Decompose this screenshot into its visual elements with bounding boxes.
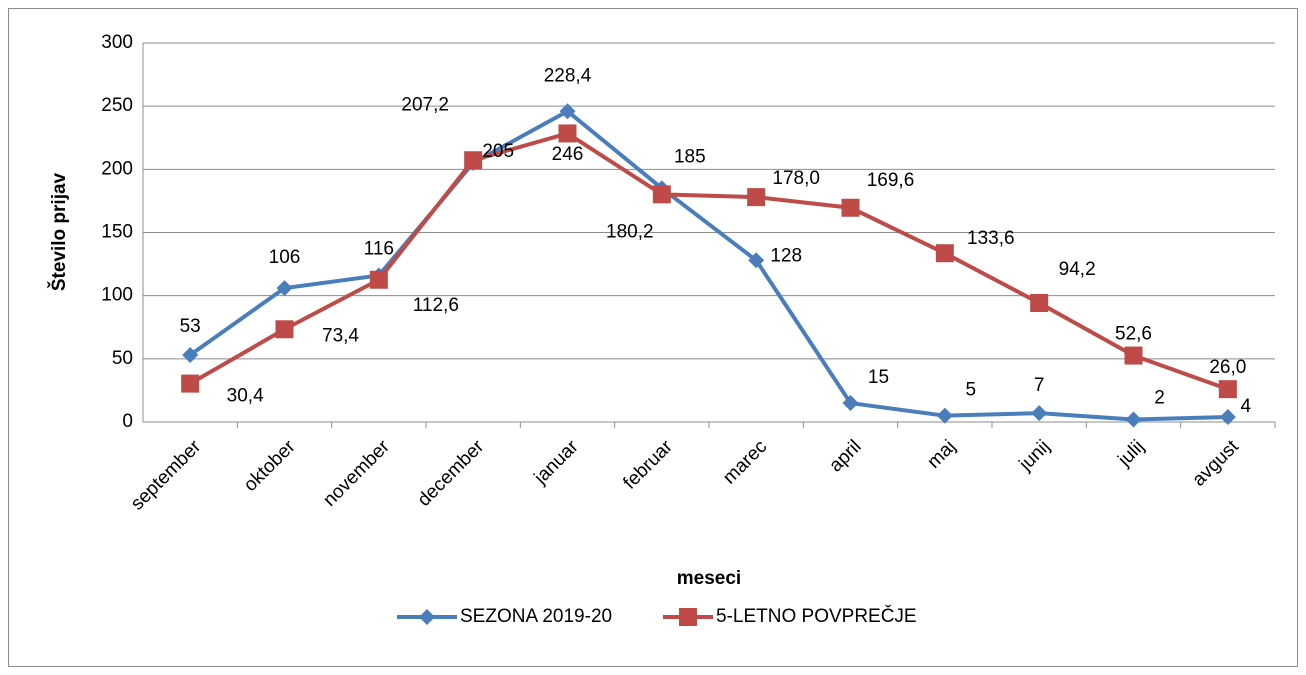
y-tick-label: 0 — [122, 411, 133, 432]
y-tick-label: 50 — [112, 348, 133, 369]
marker — [182, 347, 199, 364]
data-label: 53 — [180, 316, 201, 337]
marker — [1030, 293, 1049, 312]
y-tick-label: 300 — [101, 32, 133, 53]
marker — [1219, 408, 1236, 425]
x-tick-label: oktober — [240, 436, 300, 496]
series-line — [189, 109, 1228, 422]
x-axis-title: meseci — [677, 568, 741, 589]
data-label: 228,4 — [544, 65, 592, 86]
data-label: 94,2 — [1059, 259, 1096, 280]
x-tick-label: november — [319, 436, 394, 511]
data-label: 112,6 — [413, 295, 459, 316]
marker — [1031, 405, 1048, 422]
chart-border — [8, 8, 1298, 667]
y-tick-label: 200 — [101, 158, 133, 179]
marker — [747, 188, 766, 207]
marker — [464, 151, 483, 170]
data-label: 207,2 — [401, 94, 449, 115]
data-label: 116 — [364, 238, 394, 259]
x-tick-label: februar — [619, 436, 677, 494]
legend-label: SEZONA 2019-20 — [460, 606, 612, 627]
marker — [181, 374, 200, 393]
x-tick-label: december — [414, 436, 489, 511]
y-tick-label: 100 — [101, 285, 133, 306]
data-label: 52,6 — [1115, 324, 1152, 345]
marker — [1125, 411, 1142, 428]
marker — [1218, 380, 1237, 399]
x-tick-label: junij — [1015, 436, 1054, 475]
data-label: 7 — [1034, 375, 1045, 396]
x-tick-label: januar — [530, 436, 583, 489]
marker — [276, 280, 293, 297]
x-tick-label: maj — [923, 436, 960, 473]
marker — [1124, 346, 1143, 365]
y-axis-title: Število prijav — [48, 172, 70, 291]
marker — [652, 185, 671, 204]
series-line — [189, 131, 1229, 392]
x-tick-label: avgust — [1188, 436, 1243, 491]
data-label: 26,0 — [1209, 357, 1246, 378]
data-label: 30,4 — [227, 386, 264, 407]
data-label: 169,6 — [867, 170, 915, 191]
marker — [936, 407, 953, 424]
marker — [748, 252, 765, 269]
data-label: 73,4 — [322, 325, 359, 346]
x-tick-label: april — [825, 436, 865, 476]
data-label: 5 — [966, 380, 977, 401]
marker — [842, 395, 859, 412]
marker — [559, 103, 576, 120]
data-label: 133,6 — [967, 228, 1015, 249]
data-label: 178,0 — [772, 168, 820, 189]
data-label: 4 — [1241, 396, 1252, 417]
legend-label: 5-LETNO POVPREČJE — [716, 605, 917, 627]
marker — [558, 124, 577, 143]
data-label: 2 — [1154, 387, 1165, 408]
x-tick-label: marec — [719, 436, 771, 488]
data-label: 185 — [674, 146, 706, 167]
data-label: 15 — [868, 367, 889, 388]
data-label: 180,2 — [606, 221, 654, 242]
y-tick-label: 150 — [101, 222, 133, 243]
marker — [841, 198, 860, 217]
y-tick-label: 250 — [101, 95, 133, 116]
marker — [679, 608, 697, 626]
x-tick-label: september — [127, 436, 206, 515]
marker — [419, 609, 435, 625]
data-label: 106 — [269, 247, 301, 268]
marker — [369, 270, 388, 289]
marker — [935, 244, 954, 263]
x-tick-label: julij — [1114, 436, 1149, 471]
data-label: 246 — [552, 144, 584, 165]
data-label: 128 — [770, 245, 802, 266]
data-label: 205 — [482, 141, 514, 162]
marker — [275, 320, 294, 339]
